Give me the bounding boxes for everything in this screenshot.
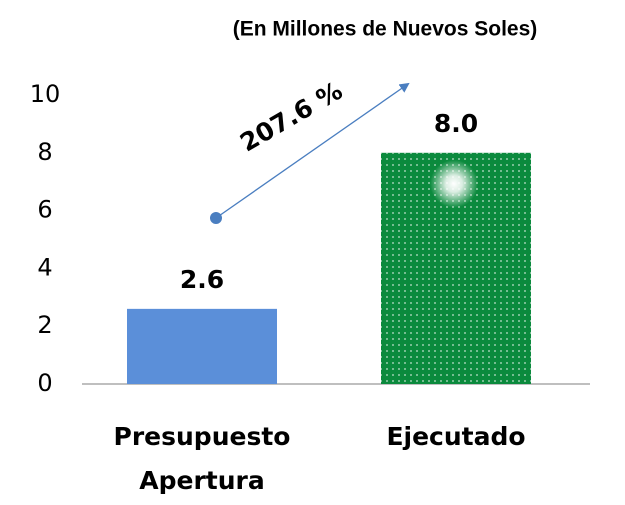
growth-annotation: 207.6 % <box>235 76 347 158</box>
growth-arrow <box>215 82 410 219</box>
y-tick-label: 4 <box>37 253 52 281</box>
y-tick-label: 10 <box>30 80 61 108</box>
data-label: 8.0 <box>434 109 478 138</box>
arrow-start-dot <box>210 212 222 224</box>
data-label: 2.6 <box>180 265 224 294</box>
chart-subtitle: (En Millones de Nuevos Soles) <box>233 18 538 41</box>
x-tick-label: Ejecutado <box>386 422 526 451</box>
y-tick-label: 8 <box>37 138 52 166</box>
y-tick-label: 6 <box>37 196 52 224</box>
y-tick-label: 2 <box>37 311 52 339</box>
x-tick-label: Presupuesto Apertura <box>113 422 291 495</box>
bar <box>127 308 277 384</box>
bar-glow <box>430 159 478 208</box>
y-tick-label: 0 <box>37 369 52 397</box>
